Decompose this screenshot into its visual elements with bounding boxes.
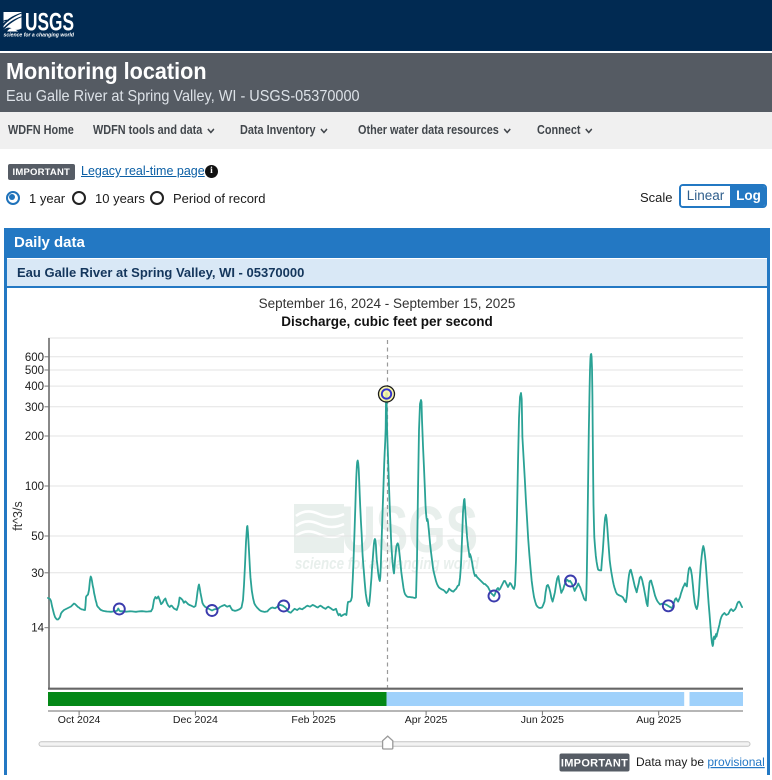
svg-text:Jun 2025: Jun 2025 [521, 714, 564, 726]
svg-text:science for a changing world: science for a changing world [4, 32, 75, 38]
svg-text:USGS: USGS [25, 11, 74, 37]
svg-text:September 16, 2024 - September: September 16, 2024 - September 15, 2025 [259, 296, 516, 311]
svg-text:500: 500 [25, 365, 44, 377]
svg-text:Aug 2025: Aug 2025 [636, 714, 681, 726]
svg-text:Discharge, cubic feet per seco: Discharge, cubic feet per second [281, 314, 493, 329]
svg-text:Data may be provisional: Data may be provisional [636, 755, 765, 769]
svg-text:300: 300 [25, 402, 44, 414]
svg-text:400: 400 [25, 381, 44, 393]
svg-text:600: 600 [25, 352, 44, 364]
svg-text:14: 14 [31, 623, 44, 635]
svg-text:50: 50 [31, 531, 44, 543]
svg-text:Oct 2024: Oct 2024 [58, 714, 101, 726]
svg-text:USGS: USGS [341, 492, 478, 566]
svg-text:ft^3/s: ft^3/s [11, 501, 25, 531]
svg-text:100: 100 [25, 481, 44, 493]
svg-text:Apr 2025: Apr 2025 [405, 714, 448, 726]
svg-text:IMPORTANT: IMPORTANT [561, 758, 628, 770]
svg-text:Dec 2024: Dec 2024 [173, 714, 218, 726]
svg-text:200: 200 [25, 431, 44, 443]
svg-text:30: 30 [31, 568, 44, 580]
svg-text:Feb 2025: Feb 2025 [291, 714, 336, 726]
